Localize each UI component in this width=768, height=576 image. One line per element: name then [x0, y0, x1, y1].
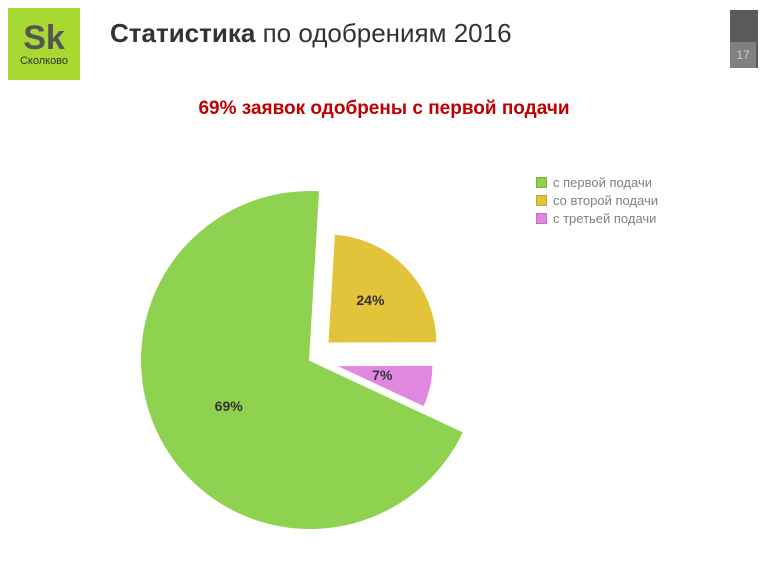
legend-label-1: со второй подачи [553, 193, 658, 208]
title-rest: по одобрениям 2016 [255, 18, 511, 48]
slice-label-1: 24% [356, 292, 384, 308]
pie-slice-1 [327, 234, 437, 344]
logo: Sk Сколково [8, 8, 80, 80]
legend-swatch-2 [536, 213, 547, 224]
slice-label-2: 7% [372, 367, 392, 383]
legend-swatch-0 [536, 177, 547, 188]
legend-item-1: со второй подачи [536, 193, 658, 208]
page-number: 17 [730, 42, 756, 68]
pie-slice-0 [140, 190, 464, 530]
slice-label-0: 69% [215, 398, 243, 414]
title-bold: Статистика [110, 18, 255, 48]
legend-item-0: с первой подачи [536, 175, 658, 190]
legend-label-0: с первой подачи [553, 175, 652, 190]
legend-item-2: с третьей подачи [536, 211, 658, 226]
page-title: Статистика по одобрениям 2016 [110, 8, 512, 49]
logo-symbol: Sk [23, 21, 65, 55]
legend-swatch-1 [536, 195, 547, 206]
pie-chart: 69% 24% 7% [120, 170, 500, 550]
subtitle: 69% заявок одобрены с первой подачи [0, 98, 768, 120]
legend-label-2: с третьей подачи [553, 211, 656, 226]
pie-svg [120, 170, 500, 550]
legend: с первой подачи со второй подачи с третьей… [536, 175, 658, 229]
logo-text: Сколково [20, 55, 68, 67]
